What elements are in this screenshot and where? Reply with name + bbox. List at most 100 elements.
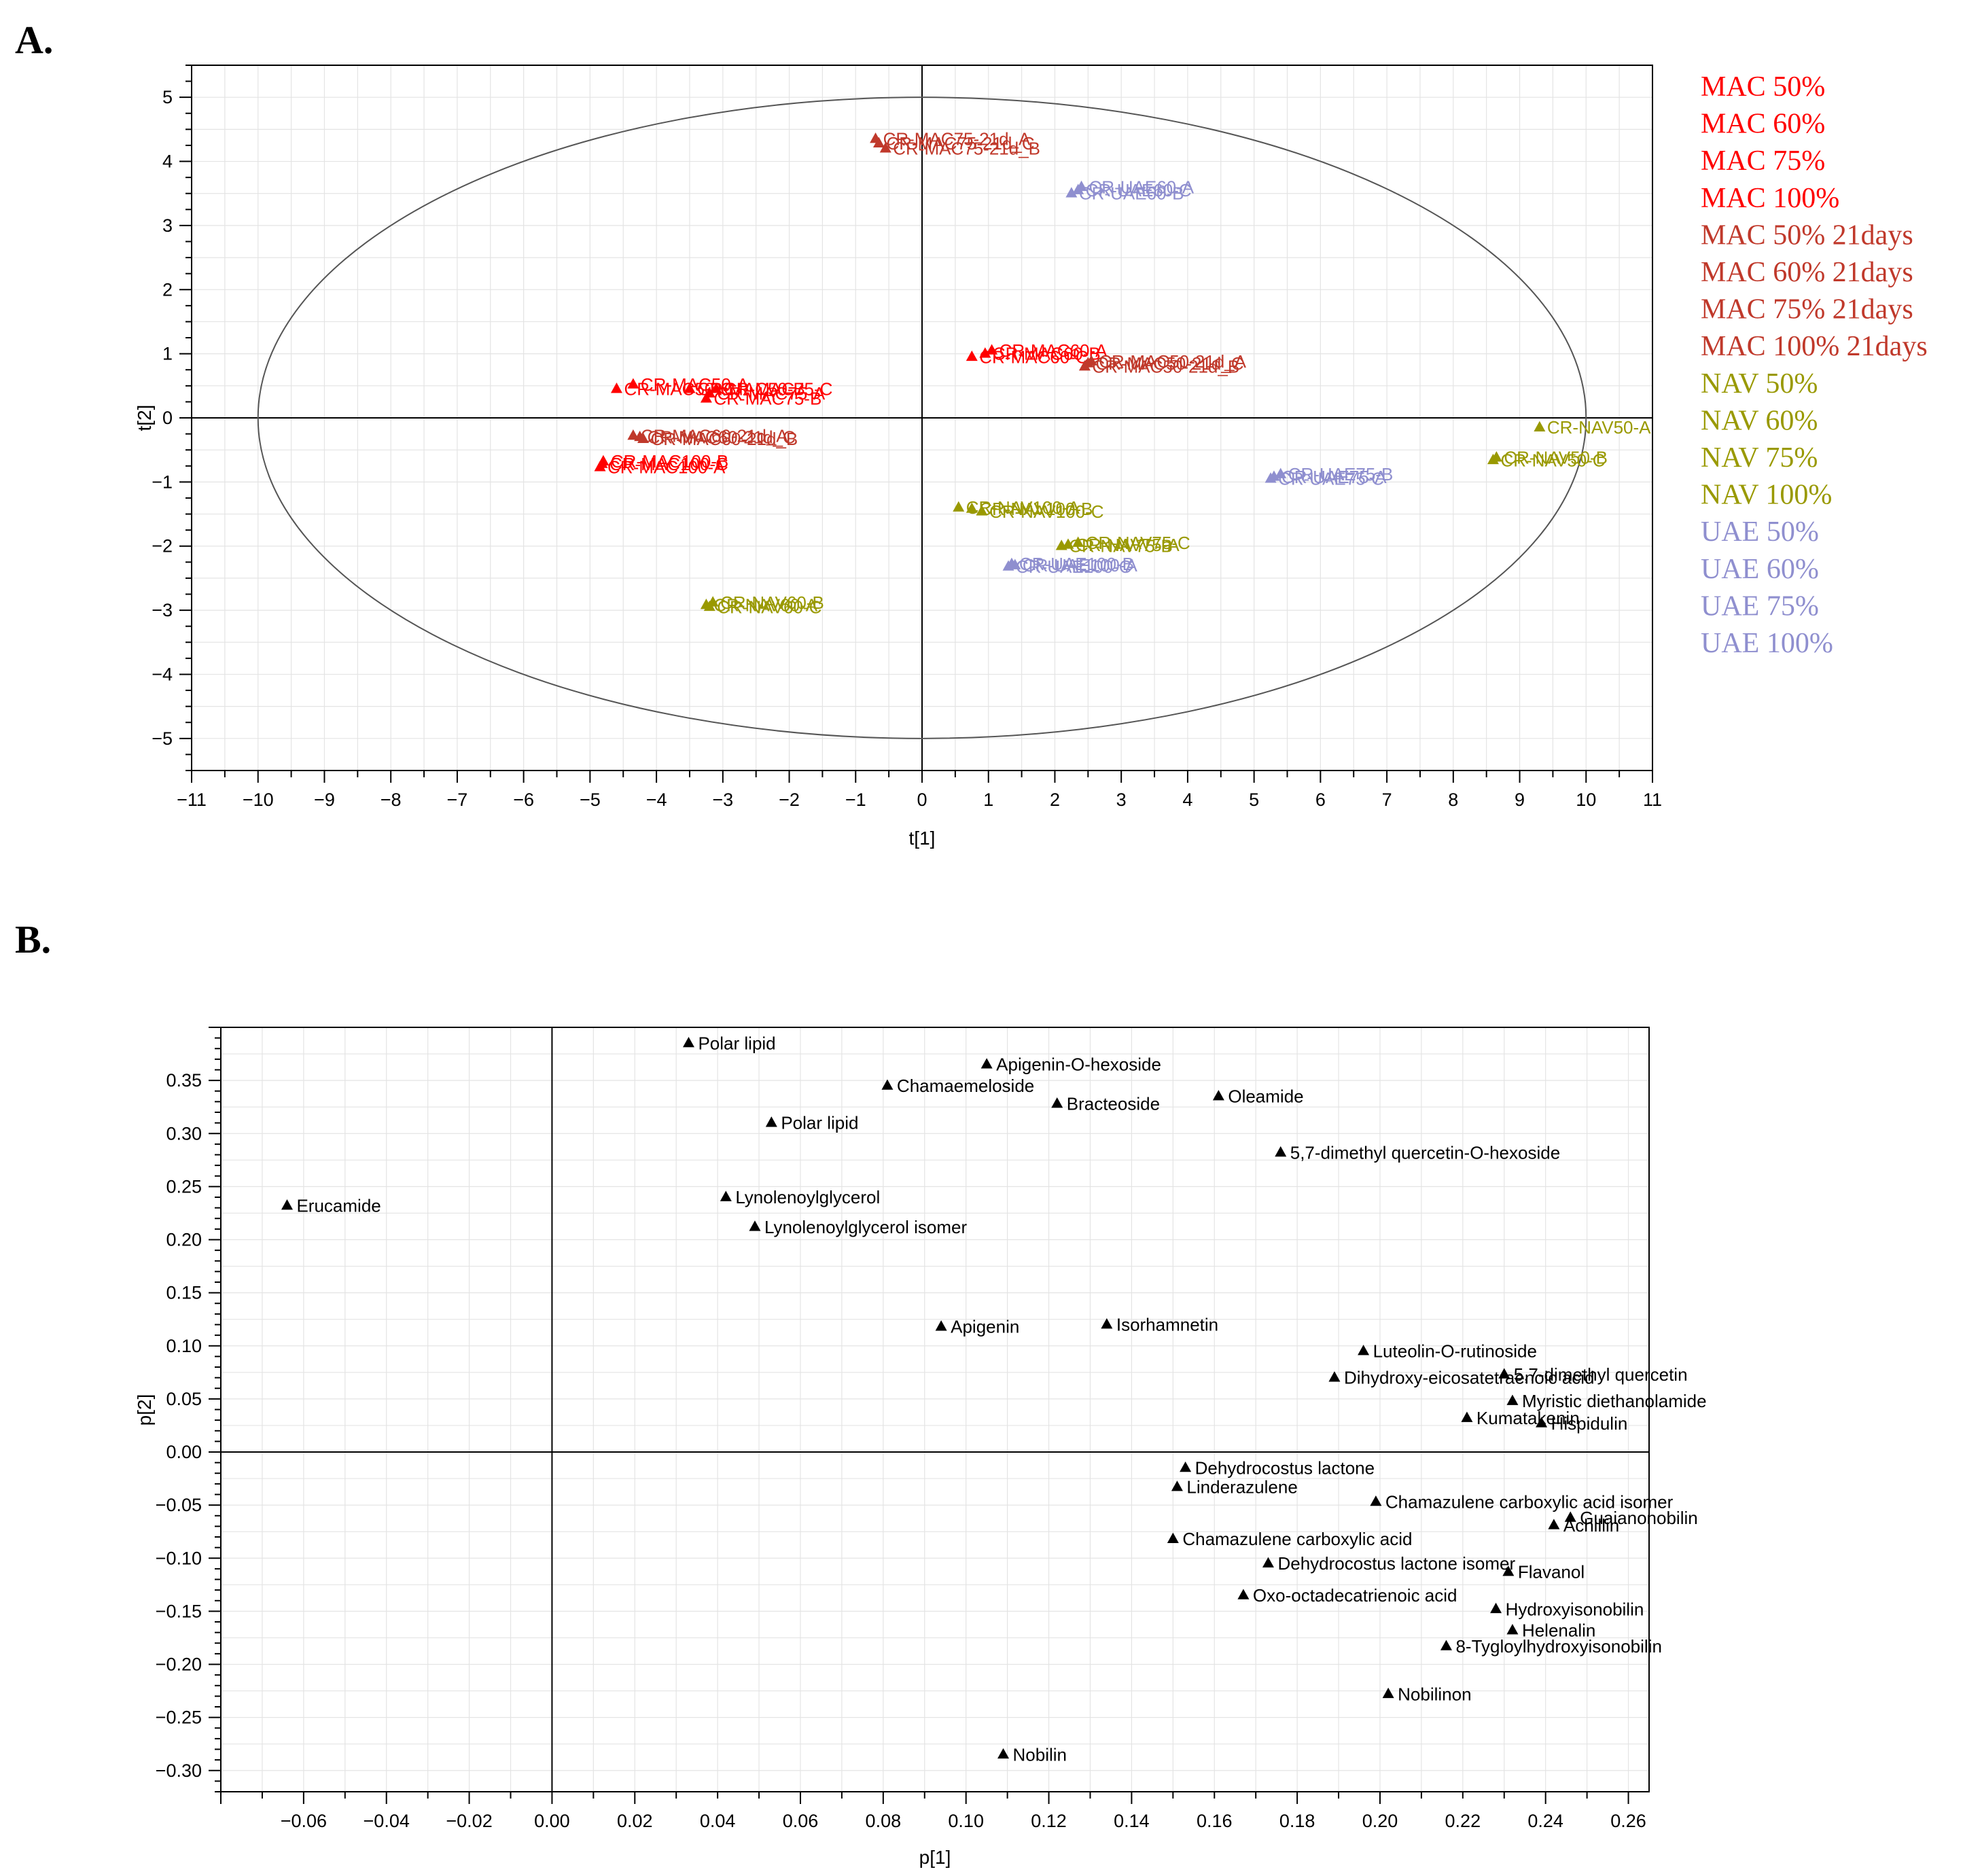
legend-item: MAC 50% 21days xyxy=(1701,219,1913,251)
loading-point-marker xyxy=(1506,1624,1519,1635)
loading-point-marker xyxy=(749,1220,761,1231)
score-point-label: CR-NAV100-C xyxy=(989,501,1104,522)
loading-point-label: Chamazulene carboxylic acid isomer xyxy=(1385,1491,1674,1512)
loading-y-tick-label: −0.10 xyxy=(156,1548,202,1568)
loading-point-label: Polar lipid xyxy=(698,1033,775,1053)
loading-point-label: Lynolenoylglycerol isomer xyxy=(764,1217,968,1237)
loading-x-tick-label: 0.06 xyxy=(783,1811,819,1831)
score-point-label: CR-MAC75-21d_A xyxy=(883,129,1031,149)
score-x-tick-label: 11 xyxy=(1643,790,1662,810)
hotelling-ellipse xyxy=(257,96,1587,739)
legend-item: NAV 50% xyxy=(1701,368,1818,400)
score-point-label: CR-NAV60-C xyxy=(717,597,821,617)
loading-x-tick-label: 0.24 xyxy=(1527,1811,1563,1831)
loading-x-tick-label: 0.20 xyxy=(1362,1811,1398,1831)
score-x-tick-label: 9 xyxy=(1515,790,1525,810)
score-point-label: CR-UAE60-B xyxy=(1079,183,1184,204)
score-y-tick-label: 0 xyxy=(162,408,173,428)
legend-item: NAV 100% xyxy=(1701,480,1832,511)
loading-point-marker xyxy=(1275,1146,1287,1157)
score-point-marker xyxy=(976,505,988,516)
score-y-axis-title: t[2] xyxy=(134,405,155,431)
score-y-tick-label: −2 xyxy=(152,536,173,556)
score-point-label: CR-NAV75-C xyxy=(1086,533,1190,553)
score-y-tick-label: −3 xyxy=(152,600,173,620)
score-x-tick-label: −9 xyxy=(314,790,335,810)
loading-y-tick-label: 0.30 xyxy=(166,1123,202,1144)
score-point-marker xyxy=(627,378,639,389)
loading-point-label: Kumatakenin xyxy=(1476,1408,1580,1428)
loading-point-marker xyxy=(1502,1565,1515,1576)
score-x-tick-label: 4 xyxy=(1182,790,1192,810)
loading-y-tick-label: −0.30 xyxy=(156,1760,202,1781)
loading-plot: −0.06 −0.04 −0.02 0.00 0.02 0.04 0.06 0.08 0.10 0… xyxy=(134,1027,1707,1868)
loading-point-label: Erucamide xyxy=(296,1196,381,1216)
score-y-tick-label: 5 xyxy=(162,87,173,107)
score-x-tick-label: −4 xyxy=(646,790,667,810)
legend-item: UAE 75% xyxy=(1701,590,1819,622)
score-point-label: CR-NAV60-A xyxy=(713,595,817,616)
legend-item: MAC 75% xyxy=(1701,145,1825,177)
score-x-tick-label: −1 xyxy=(845,790,866,810)
loading-x-tick-label: −0.06 xyxy=(281,1811,327,1831)
legend-item: MAC 100% xyxy=(1701,183,1839,214)
score-point-marker xyxy=(594,461,606,472)
score-x-tick-label: 1 xyxy=(983,790,993,810)
loading-point-marker xyxy=(1171,1481,1183,1491)
loading-point-marker xyxy=(1328,1371,1341,1382)
loading-x-tick-label: 0.22 xyxy=(1445,1811,1481,1831)
loading-point-label: Lynolenoylglycerol xyxy=(735,1187,880,1207)
score-point-marker xyxy=(966,350,978,361)
score-plot-ticks: −11 −10 −9 −8 −7 −6 −5 −4 −3 −2 −1 0 1 2 3 4 5 6 7 8 9 10 11−5… xyxy=(152,65,1662,810)
score-plot: −11 −10 −9 −8 −7 −6 −5 −4 −3 −2 −1 0 1 2 3 4 5 6 7 8 9 10 11−5… xyxy=(134,65,1928,849)
loading-point-marker xyxy=(1101,1318,1113,1329)
loading-point-label: Chamaemeloside xyxy=(897,1076,1034,1096)
loading-point-marker xyxy=(1382,1687,1394,1699)
score-x-tick-label: 6 xyxy=(1315,790,1326,810)
score-y-tick-label: −1 xyxy=(152,472,173,492)
legend-item: MAC 75% 21days xyxy=(1701,294,1913,325)
score-x-tick-label: 2 xyxy=(1050,790,1060,810)
score-plot-points: CR-MAC75-21d_ACR-MAC75-21d_CCR-MAC75-21d… xyxy=(594,129,1651,617)
score-point-marker xyxy=(1072,536,1084,547)
score-point-label: CR-MAC75-21d_B xyxy=(893,139,1040,159)
score-point-label: CR-NAV50-C xyxy=(1500,450,1605,470)
loading-plot-ticks: −0.06 −0.04 −0.02 0.00 0.02 0.04 0.06 0.08 0.10 0… xyxy=(156,1027,1646,1831)
score-x-tick-label: −8 xyxy=(381,790,402,810)
loading-y-tick-label: −0.15 xyxy=(156,1601,202,1621)
score-point-marker xyxy=(1534,421,1546,431)
loading-plot-grid xyxy=(220,1027,1649,1792)
loading-point-marker xyxy=(935,1320,947,1331)
score-x-tick-label: 3 xyxy=(1116,790,1127,810)
score-point-label: CR-UAE75-A xyxy=(1281,467,1387,487)
loading-point-marker xyxy=(1180,1461,1192,1472)
score-y-tick-label: −4 xyxy=(152,664,173,684)
loading-point-label: Chamazulene carboxylic acid xyxy=(1182,1529,1412,1549)
loading-point-marker xyxy=(1564,1511,1576,1522)
score-x-axis-title: t[1] xyxy=(909,828,936,849)
score-point-marker xyxy=(1009,559,1021,569)
score-point-label: CR-MAC75-21d_C xyxy=(886,133,1034,154)
legend-item: MAC 60% 21days xyxy=(1701,257,1913,288)
score-point-marker xyxy=(1265,472,1277,483)
loading-point-marker xyxy=(1536,1417,1548,1428)
score-point-marker xyxy=(1062,538,1074,549)
loading-point-label: Oxo-octadecatrienoic acid xyxy=(1253,1585,1457,1606)
loading-y-tick-label: 0.25 xyxy=(166,1176,202,1197)
legend-item: MAC 100% 21days xyxy=(1701,331,1928,362)
loading-point-label: Guaianonobilin xyxy=(1580,1508,1697,1528)
loading-x-tick-label: −0.02 xyxy=(446,1811,492,1831)
score-point-label: CR-MAC100-C xyxy=(609,454,728,474)
score-point-label: CR-NAV75-B xyxy=(1069,536,1173,556)
score-point-marker xyxy=(703,600,715,612)
loading-y-tick-label: 0.00 xyxy=(166,1442,202,1462)
loading-point-label: Nobilinon xyxy=(1398,1684,1471,1704)
loading-point-label: Polar lipid xyxy=(781,1113,858,1133)
loading-point-label: Dihydroxy-eicosatetraenoic acid xyxy=(1344,1368,1595,1388)
legend-item: MAC 50% xyxy=(1701,71,1825,103)
score-point-label: CR-NAV60-B xyxy=(720,592,824,613)
score-x-tick-label: −10 xyxy=(243,790,274,810)
legend-item: UAE 60% xyxy=(1701,554,1819,585)
loading-point-label: 8-Tygloylhydroxyisonobilin xyxy=(1455,1636,1661,1657)
score-point-marker xyxy=(979,347,991,358)
